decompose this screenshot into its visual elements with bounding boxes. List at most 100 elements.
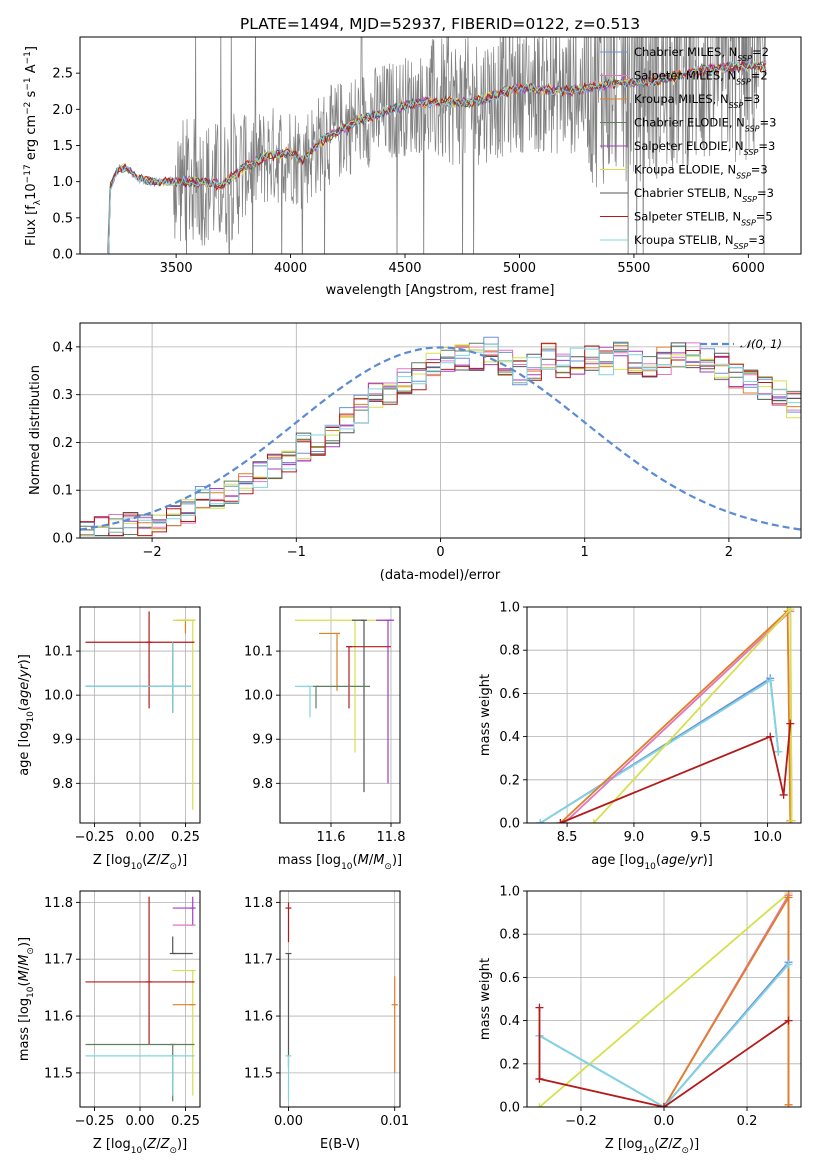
residual-histogram-step: [80, 336, 801, 537]
age-vs-mass-panel: 11.6 11.8 9.8 9.9 10.0 10.1 mass [log10(M/M⊙)…: [244, 606, 406, 872]
residuals-panel: −2 −1 0 1 2 0.0 0.1 0.2 0.3 0.4 𝒩(0, 1) (data-mode…: [28, 322, 802, 583]
age-vs-mass-xlabel: mass [log10(M/M⊙)]: [278, 853, 402, 872]
model-fit-line: [108, 60, 767, 254]
ytick-label: 0.8: [499, 644, 520, 659]
ytick-label: 9.9: [252, 733, 273, 748]
spectrum-plot-area: 3500 4000 4500 5000 5500 6000 0.0 0.5 1.0 1.5 2.0 2…: [52, 36, 802, 276]
ytick-label: 10.1: [244, 645, 273, 660]
ytick-label: 11.7: [44, 953, 73, 968]
ytick-label: 0.1: [52, 484, 73, 499]
mass-weight-vs-age-xlabel: age [log10(age/yr)]: [591, 853, 713, 872]
mass-weight-marker: [589, 819, 598, 823]
plot-content: [80, 336, 801, 537]
residual-histogram-step: [80, 344, 801, 537]
ytick-label: 11.8: [244, 896, 273, 911]
model-fit-line: [108, 60, 767, 254]
ytick-label: 11.6: [244, 1010, 273, 1025]
xtick-label: 10.0: [753, 830, 782, 845]
legend-entry: Chabrier ELODIE, NSSP=3: [634, 116, 776, 134]
mass-weight-marker: [536, 819, 545, 823]
ytick-label: 0.4: [499, 730, 520, 745]
ytick-label: 0.0: [499, 817, 520, 832]
legend-entry: Kroupa STELIB, NSSP=3: [634, 233, 765, 251]
xtick-label: 2: [725, 545, 733, 560]
xtick-label: 1: [581, 545, 589, 560]
spectrum-panel: 3500 4000 4500 5000 5500 6000 0.0 0.5 1.0 1.5 2.0 2…: [23, 36, 802, 298]
plot-content: [107, 37, 767, 254]
xtick-label: 0.01: [380, 1114, 409, 1129]
mass-vs-Z-plot-area: −0.25 0.00 0.25 11.5 11.6 11.7 11.8: [44, 890, 201, 1129]
ytick-label: 9.8: [52, 777, 73, 792]
plot-content: [85, 611, 196, 810]
mass-weight-marker: [535, 1074, 544, 1083]
plot-content: [85, 896, 196, 1102]
mass-weight-vs-Z-xlabel: Z [log10(Z/Z⊙)]: [605, 1137, 699, 1156]
plot-content: [295, 619, 394, 793]
mass-weight-vs-Z-ylabel: mass weight: [478, 958, 493, 1040]
xtick-label: 6000: [732, 261, 765, 276]
ytick-label: 0.4: [52, 340, 73, 355]
xtick-label: 8.5: [557, 830, 578, 845]
ytick-label: 0.2: [499, 773, 520, 788]
mass-weight-marker: [779, 790, 788, 799]
legend-entry: Salpeter STELIB, NSSP=5: [634, 210, 773, 228]
xtick-label: 11.8: [377, 830, 406, 845]
ytick-label: 10.0: [44, 689, 73, 704]
plot-content: [536, 607, 796, 823]
mass-vs-Z-ylabel: mass [log10(M/M⊙)]: [17, 937, 36, 1061]
xtick-label: 4500: [388, 261, 421, 276]
mass-weight-line: [560, 723, 792, 823]
xtick-label: 0.00: [126, 830, 155, 845]
mass-weight-marker: [784, 1016, 793, 1025]
xtick-label: −1: [287, 545, 306, 560]
xtick-label: 0.0: [654, 1114, 675, 1129]
mass-weight-vs-age-panel: 8.5 9.0 9.5 10.0 0.0 0.2 0.4 0.6 0.8 1.0 age [log…: [478, 601, 802, 872]
mass-weight-marker: [556, 819, 565, 823]
xtick-label: 0.2: [737, 1114, 758, 1129]
axes-frame: [279, 606, 401, 824]
xtick-label: 0.25: [171, 830, 200, 845]
age-vs-Z-xlabel: Z [log10(Z/Z⊙)]: [93, 853, 187, 872]
ytick-label: 11.6: [44, 1010, 73, 1025]
spectrum-legend: Chabrier MILES, NSSP=2 Salpeter MILES, NS…: [600, 45, 776, 251]
axes-frame: [526, 606, 802, 824]
ytick-label: 2.5: [52, 67, 73, 82]
mass-vs-EBV-panel: 0.00 0.01 11.5 11.6 11.7 11.8 E(B-V): [244, 890, 409, 1152]
xtick-label: 11.6: [317, 830, 346, 845]
mass-weight-marker: [766, 732, 775, 741]
plot-content: [535, 891, 793, 1107]
ytick-label: 0.6: [499, 971, 520, 986]
plot-content: [285, 902, 398, 1102]
ytick-label: 11.7: [244, 953, 273, 968]
xtick-label: −0.25: [75, 1114, 115, 1129]
mass-weight-line: [593, 607, 793, 823]
legend-entry: Kroupa MILES, NSSP=3: [634, 92, 760, 110]
age-vs-mass-plot-area: 11.6 11.8 9.8 9.9 10.0 10.1: [244, 606, 406, 845]
mass-weight-marker: [766, 676, 775, 685]
legend-entry: 𝒩(0, 1): [740, 337, 782, 351]
mass-weight-vs-age-plot-area: 8.5 9.0 9.5 10.0 0.0 0.2 0.4 0.6 0.8 1.0: [499, 601, 802, 845]
ytick-label: 0.8: [499, 928, 520, 943]
mass-weight-line: [539, 963, 790, 1107]
xtick-label: 5000: [503, 261, 536, 276]
figure-title: PLATE=1494, MJD=52937, FIBERID=0122, z=0…: [240, 15, 640, 33]
mass-weight-marker: [784, 960, 793, 969]
ytick-label: 0.3: [52, 388, 73, 403]
ytick-label: 1.0: [499, 601, 520, 616]
spectrum-ylabel: Flux [fλ10−17 erg cm−2 s−1 A−1]: [23, 46, 43, 246]
spectrum-xlabel: wavelength [Angstrom, rest frame]: [326, 283, 555, 298]
ytick-label: 0.0: [52, 532, 73, 547]
age-vs-Z-ylabel: age [log10(age/yr)]: [17, 654, 36, 776]
mass-vs-Z-panel: −0.25 0.00 0.25 11.5 11.6 11.7 11.8 Z [log10(Z…: [17, 890, 201, 1156]
mass-weight-vs-Z-panel: −0.2 0.0 0.2 0.0 0.2 0.4 0.6 0.8 1.0 Z [log10(Z/…: [478, 885, 802, 1156]
xtick-label: 9.5: [690, 830, 711, 845]
legend-entry: Salpeter MILES, NSSP=2: [634, 69, 768, 87]
xtick-label: 9.0: [624, 830, 645, 845]
ytick-label: 2.0: [52, 103, 73, 118]
mass-weight-line: [538, 1007, 790, 1107]
xtick-label: 3500: [160, 261, 193, 276]
ytick-label: 0.2: [52, 436, 73, 451]
ytick-label: 9.8: [252, 777, 273, 792]
ytick-label: 10.1: [44, 645, 73, 660]
